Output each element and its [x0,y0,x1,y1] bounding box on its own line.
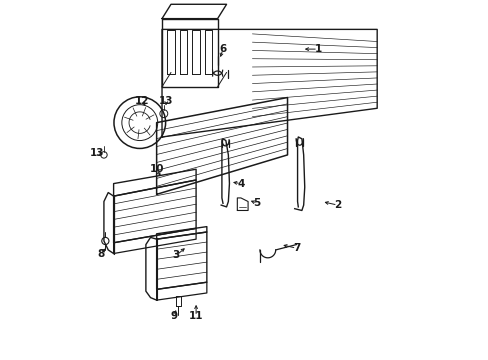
Text: 6: 6 [219,44,226,54]
Text: 8: 8 [97,248,104,258]
Text: 7: 7 [292,243,300,253]
Text: 10: 10 [149,164,163,174]
Text: 3: 3 [172,250,180,260]
Text: 11: 11 [188,311,203,321]
Text: 2: 2 [333,200,341,210]
Text: 4: 4 [237,179,244,189]
Text: 13: 13 [90,148,104,158]
Text: 13: 13 [159,96,173,106]
Text: 5: 5 [253,198,260,208]
Text: 12: 12 [135,96,149,106]
Text: 9: 9 [170,311,177,321]
Text: 1: 1 [314,44,321,54]
